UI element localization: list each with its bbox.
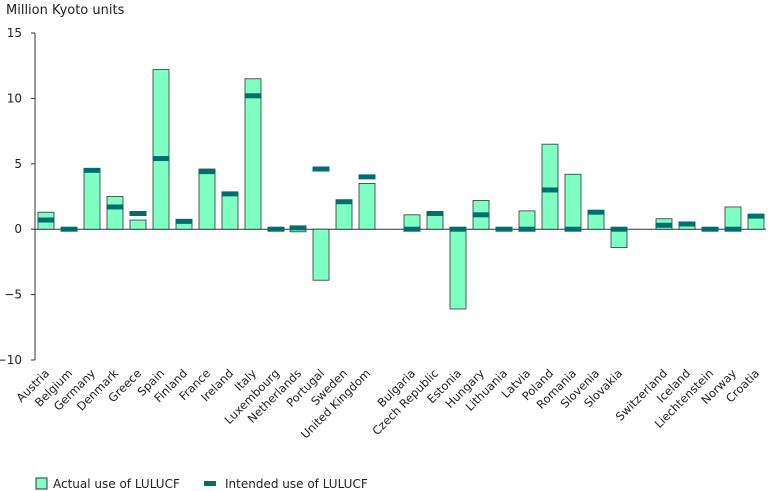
y-tick-label: 5	[14, 157, 22, 171]
marker-austria	[37, 217, 55, 223]
marker-greece	[129, 211, 147, 217]
marker-belgium	[60, 226, 78, 232]
legend: Actual use of LULUCF Intended use of LUL…	[35, 477, 368, 491]
legend-label-intended: Intended use of LULUCF	[225, 477, 368, 491]
bar-norway	[724, 206, 742, 230]
legend-label-actual: Actual use of LULUCF	[53, 477, 180, 491]
marker-poland	[541, 187, 559, 193]
legend-swatch-actual	[35, 477, 48, 490]
bar-latvia	[518, 210, 536, 230]
bar-greece	[129, 219, 147, 230]
marker-spain	[152, 156, 170, 162]
bar-denmark	[106, 196, 124, 230]
bar-portugal	[312, 228, 330, 281]
y-tick-label: −5	[4, 288, 22, 302]
bar-ireland	[221, 192, 239, 230]
bar-poland	[541, 143, 559, 230]
marker-ireland	[221, 191, 239, 197]
marker-liechtenstein	[701, 226, 719, 232]
y-tick-label: 10	[7, 91, 22, 105]
bar-sweden	[335, 200, 353, 230]
marker-bulgaria	[403, 226, 421, 232]
legend-swatch-intended	[204, 481, 216, 486]
marker-norway	[724, 226, 742, 232]
y-tick-label: 15	[7, 26, 22, 40]
marker-italy	[244, 93, 262, 99]
markers-layer	[37, 93, 765, 232]
y-tick-label: −10	[0, 353, 22, 367]
marker-croatia	[747, 213, 765, 219]
marker-sweden	[335, 199, 353, 205]
marker-hungary	[472, 212, 490, 218]
marker-slovenia	[587, 209, 605, 215]
bars-layer	[37, 69, 765, 310]
marker-switzerland	[655, 222, 673, 228]
bar-estonia	[449, 228, 467, 310]
marker-iceland	[678, 221, 696, 227]
marker-france	[198, 169, 216, 175]
marker-denmark	[106, 204, 124, 210]
marker-czech-republic	[426, 211, 444, 217]
y-tick-label: 0	[14, 222, 22, 236]
marker-portugal	[312, 166, 330, 172]
marker-germany	[83, 167, 101, 173]
marker-luxembourg	[267, 226, 285, 232]
marker-finland	[175, 218, 193, 224]
bar-germany	[83, 168, 101, 230]
bar-slovakia	[610, 228, 628, 248]
category-labels: AustriaBelgiumGermanyDenmarkGreeceSpainF…	[13, 366, 762, 441]
y-axis-unit-label: Million Kyoto units	[6, 3, 125, 18]
bar-italy	[244, 78, 262, 230]
bar-france	[198, 168, 216, 230]
bar-united-kingdom	[358, 183, 376, 230]
marker-united-kingdom	[358, 174, 376, 180]
bar-romania	[564, 173, 582, 230]
marker-slovakia	[610, 226, 628, 232]
marker-lithuania	[495, 226, 513, 232]
marker-estonia	[449, 226, 467, 232]
marker-romania	[564, 226, 582, 232]
bar-spain	[152, 69, 170, 230]
marker-netherlands	[289, 225, 307, 231]
marker-latvia	[518, 226, 536, 232]
